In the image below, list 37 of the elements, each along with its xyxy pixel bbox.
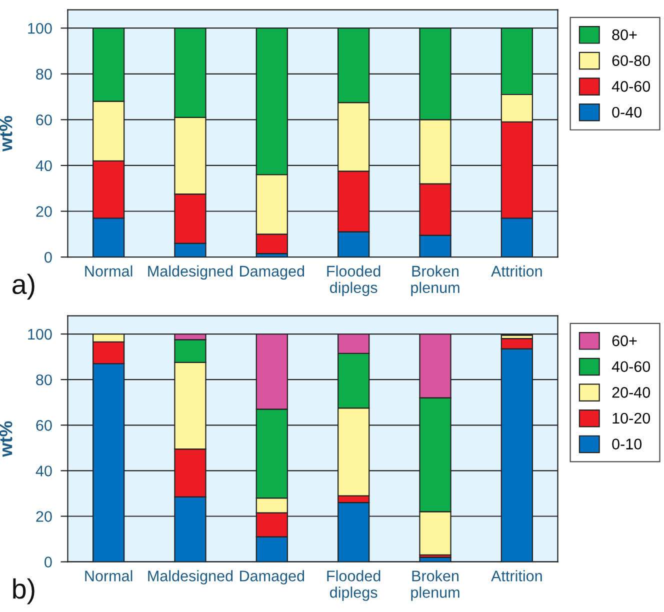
x-tick-label: Maldesigned	[148, 570, 233, 584]
y-tick-label: 40	[36, 466, 52, 476]
y-tick-label: 0	[44, 252, 52, 263]
x-tick-label: Maldesigned	[148, 265, 233, 280]
x-tick-label: Damaged	[240, 265, 304, 280]
y-tick-label: 80	[36, 68, 52, 80]
legend-label: 0-40	[612, 106, 642, 118]
y-tick-label: 80	[36, 374, 52, 386]
y-tick-label: 40	[36, 160, 52, 172]
legend-label: 20-40	[612, 387, 650, 398]
legend-label: 40-60	[612, 361, 650, 372]
y-tick-label: 60	[36, 114, 52, 126]
x-tick-label: Flooded diplegs	[327, 265, 380, 296]
legend-label: 40-60	[612, 81, 650, 92]
text: b)	[13, 578, 34, 604]
y-axis-title: wt%	[0, 421, 12, 457]
y-tick-label: 100	[28, 22, 52, 34]
x-tick-label: Normal	[85, 265, 132, 277]
legend-label: 10-20	[612, 412, 650, 424]
y-tick-label: 60	[36, 420, 52, 431]
y-tick-label: 20	[36, 206, 52, 217]
y-tick-label: 100	[28, 328, 52, 340]
legend-label: 60+	[612, 335, 637, 346]
x-tick-label: Flooded diplegs	[327, 570, 380, 601]
legend-label: 60-80	[612, 55, 650, 66]
y-tick-label: 20	[36, 511, 52, 522]
x-tick-label: Normal	[85, 570, 132, 582]
x-tick-label: Attrition	[491, 265, 542, 277]
legend-label: 80+	[612, 29, 637, 40]
y-axis-title: wt%	[0, 116, 12, 152]
x-tick-label: Broken plenum	[411, 570, 460, 601]
x-tick-label: Damaged	[240, 570, 304, 584]
x-tick-label: Attrition	[491, 570, 542, 582]
legend-label: 0-10	[612, 438, 642, 450]
x-tick-label: Broken plenum	[411, 265, 460, 296]
y-tick-label: 0	[44, 556, 52, 568]
text: a)	[12, 274, 34, 300]
